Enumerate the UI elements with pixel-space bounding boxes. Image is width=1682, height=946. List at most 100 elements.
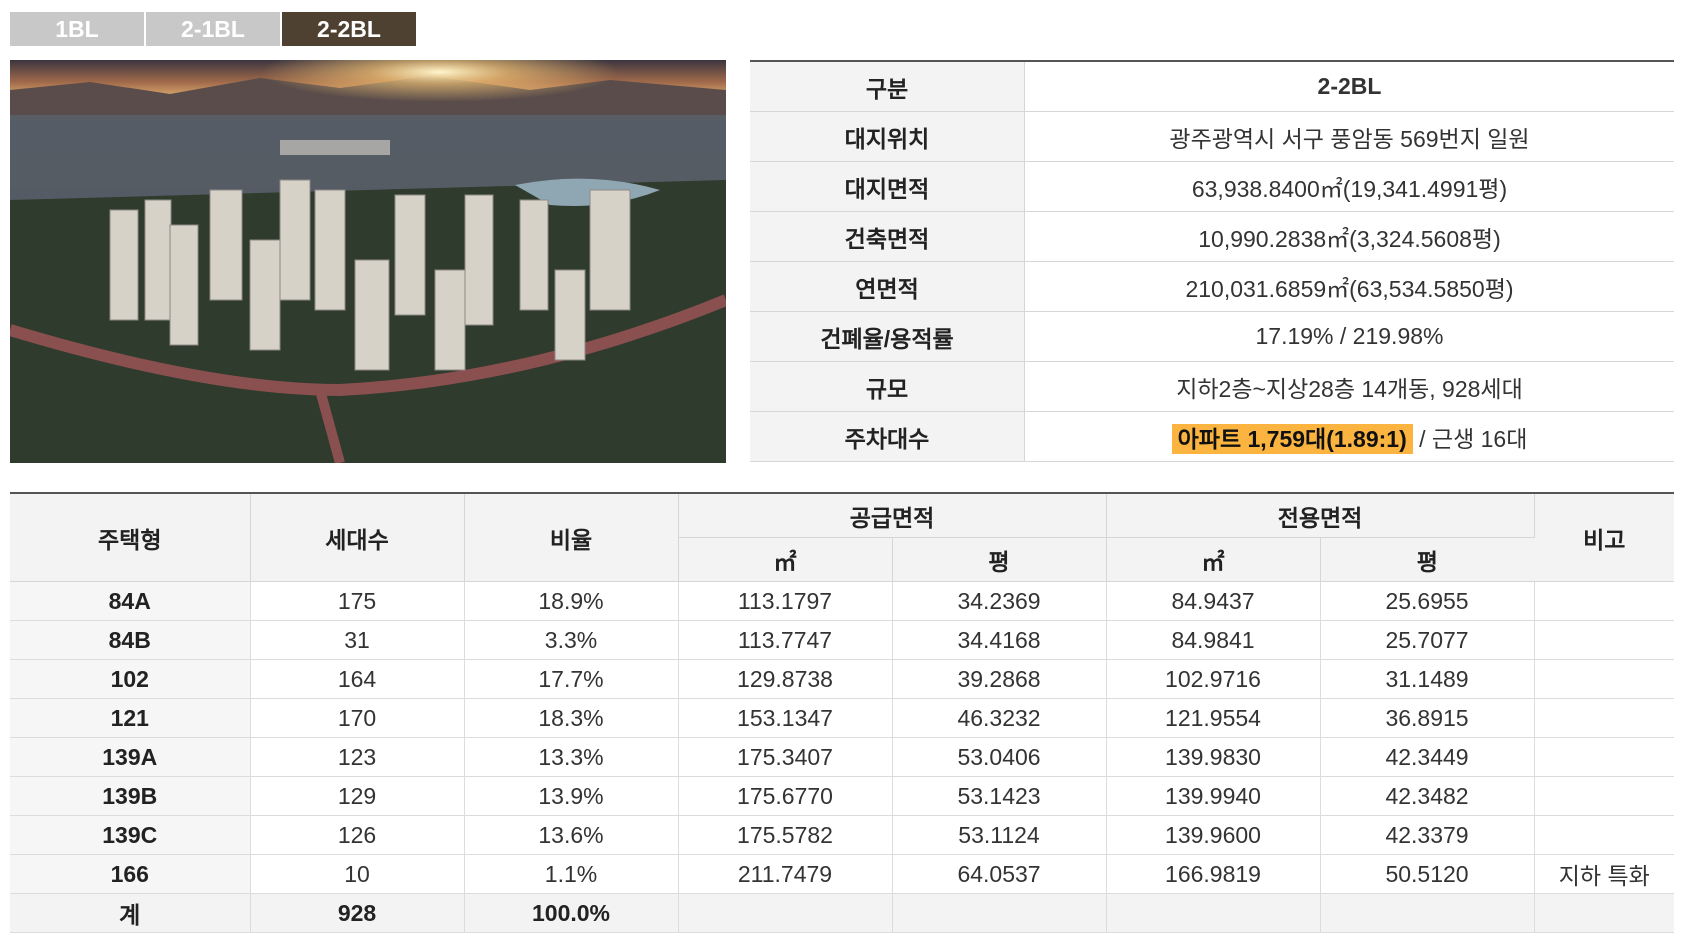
header-exclusive-pyeong: 평 (1320, 537, 1535, 582)
cell-supply-sqm: 175.6770 (678, 776, 893, 816)
header-supply-sqm: ㎡ (678, 537, 893, 582)
complex-aerial-rendering (10, 60, 726, 463)
info-label: 주차대수 (750, 411, 1025, 462)
tab-2-2bl[interactable]: 2-2BL (282, 12, 416, 46)
info-value: 63,938.8400㎡(19,341.4991평) (1024, 161, 1674, 212)
total-ratio: 100.0% (464, 893, 679, 933)
cell-households: 129 (250, 776, 465, 816)
cell-supply-sqm: 175.3407 (678, 737, 893, 777)
cell-type: 121 (10, 698, 251, 738)
table-row: 166 10 1.1% 211.7479 64.0537 166.9819 50… (10, 854, 1675, 894)
table-row: 139B 129 13.9% 175.6770 53.1423 139.9940… (10, 776, 1675, 816)
header-type: 주택형 (10, 493, 251, 582)
cell-exclusive-sqm: 166.9819 (1106, 854, 1321, 894)
cell-ratio: 1.1% (464, 854, 679, 894)
cell-exclusive-sqm: 139.9600 (1106, 815, 1321, 855)
cell-ratio: 13.3% (464, 737, 679, 777)
cell-exclusive-sqm: 139.9830 (1106, 737, 1321, 777)
cell-supply-pyeong: 34.2369 (892, 581, 1107, 621)
total-empty-cell (678, 893, 893, 933)
cell-exclusive-pyeong: 25.6955 (1320, 581, 1535, 621)
total-row: 계 928 100.0% (10, 893, 1675, 933)
cell-type: 139B (10, 776, 251, 816)
header-ratio: 비율 (464, 493, 679, 582)
table-row: 139A 123 13.3% 175.3407 53.0406 139.9830… (10, 737, 1675, 777)
cell-households: 10 (250, 854, 465, 894)
cell-note (1534, 776, 1675, 816)
table-row: 84A 175 18.9% 113.1797 34.2369 84.9437 2… (10, 581, 1675, 621)
cell-supply-pyeong: 53.0406 (892, 737, 1107, 777)
table-row: 121 170 18.3% 153.1347 46.3232 121.9554 … (10, 698, 1675, 738)
cell-note (1534, 737, 1675, 777)
info-value: 17.19% / 219.98% (1024, 311, 1674, 362)
block-tabs: 1BL 2-1BL 2-2BL (10, 12, 416, 46)
cell-type: 166 (10, 854, 251, 894)
cell-exclusive-sqm: 102.9716 (1106, 659, 1321, 699)
total-label: 계 (10, 893, 251, 933)
cell-supply-sqm: 175.5782 (678, 815, 893, 855)
cell-exclusive-pyeong: 25.7077 (1320, 620, 1535, 660)
cell-households: 123 (250, 737, 465, 777)
cell-type: 139A (10, 737, 251, 777)
cell-note (1534, 698, 1675, 738)
cell-exclusive-sqm: 84.9841 (1106, 620, 1321, 660)
cell-exclusive-sqm: 139.9940 (1106, 776, 1321, 816)
total-empty-cell (1106, 893, 1321, 933)
cell-exclusive-sqm: 84.9437 (1106, 581, 1321, 621)
cell-ratio: 18.3% (464, 698, 679, 738)
info-label: 대지면적 (750, 161, 1025, 212)
cell-supply-sqm: 129.8738 (678, 659, 893, 699)
cell-supply-pyeong: 53.1423 (892, 776, 1107, 816)
cell-note (1534, 815, 1675, 855)
info-value: 지하2층~지상28층 14개동, 928세대 (1024, 361, 1674, 412)
info-label: 대지위치 (750, 111, 1025, 162)
tab-1bl[interactable]: 1BL (10, 12, 144, 46)
info-label: 연면적 (750, 261, 1025, 312)
cell-supply-pyeong: 53.1124 (892, 815, 1107, 855)
table-row: 102 164 17.7% 129.8738 39.2868 102.9716 … (10, 659, 1675, 699)
info-label: 건폐율/용적률 (750, 311, 1025, 362)
cell-exclusive-pyeong: 36.8915 (1320, 698, 1535, 738)
cell-ratio: 18.9% (464, 581, 679, 621)
unit-type-table: 주택형 세대수 비율 공급면적 전용면적 비고 ㎡ 평 ㎡ 평 84A 175 … (10, 492, 1675, 933)
cell-households: 164 (250, 659, 465, 699)
total-empty-cell (1534, 893, 1675, 933)
header-exclusive-area: 전용면적 (1106, 493, 1535, 538)
cell-supply-sqm: 153.1347 (678, 698, 893, 738)
cell-ratio: 13.9% (464, 776, 679, 816)
cell-households: 31 (250, 620, 465, 660)
header-households: 세대수 (250, 493, 465, 582)
header-note: 비고 (1534, 493, 1675, 582)
cell-supply-sqm: 113.1797 (678, 581, 893, 621)
parking-rest: / 근생 16대 (1412, 425, 1528, 452)
info-value: 10,990.2838㎡(3,324.5608평) (1024, 211, 1674, 262)
total-empty-cell (1320, 893, 1535, 933)
cell-note: 지하 특화 (1534, 854, 1675, 894)
table-row: 84B 31 3.3% 113.7747 34.4168 84.9841 25.… (10, 620, 1675, 660)
cell-type: 139C (10, 815, 251, 855)
cell-type: 102 (10, 659, 251, 699)
info-label: 구분 (750, 61, 1025, 112)
cell-type: 84B (10, 620, 251, 660)
header-supply-pyeong: 평 (892, 537, 1107, 582)
cell-note (1534, 581, 1675, 621)
info-value: 광주광역시 서구 풍암동 569번지 일원 (1024, 111, 1674, 162)
cell-exclusive-pyeong: 42.3482 (1320, 776, 1535, 816)
cell-supply-pyeong: 64.0537 (892, 854, 1107, 894)
info-label: 건축면적 (750, 211, 1025, 262)
cell-households: 175 (250, 581, 465, 621)
tab-2-1bl[interactable]: 2-1BL (146, 12, 280, 46)
total-households: 928 (250, 893, 465, 933)
parking-highlight: 아파트 1,759대(1.89:1) (1171, 423, 1413, 454)
parking-value: 아파트 1,759대(1.89:1) / 근생 16대 (1024, 411, 1674, 462)
info-value: 210,031.6859㎡(63,534.5850평) (1024, 261, 1674, 312)
cell-ratio: 3.3% (464, 620, 679, 660)
cell-exclusive-sqm: 121.9554 (1106, 698, 1321, 738)
header-exclusive-sqm: ㎡ (1106, 537, 1321, 582)
info-value: 2-2BL (1024, 61, 1674, 112)
cell-exclusive-pyeong: 31.1489 (1320, 659, 1535, 699)
cell-supply-pyeong: 39.2868 (892, 659, 1107, 699)
cell-type: 84A (10, 581, 251, 621)
cell-households: 126 (250, 815, 465, 855)
block-info-table: 구분 2-2BL 대지위치 광주광역시 서구 풍암동 569번지 일원 대지면적… (750, 60, 1674, 462)
